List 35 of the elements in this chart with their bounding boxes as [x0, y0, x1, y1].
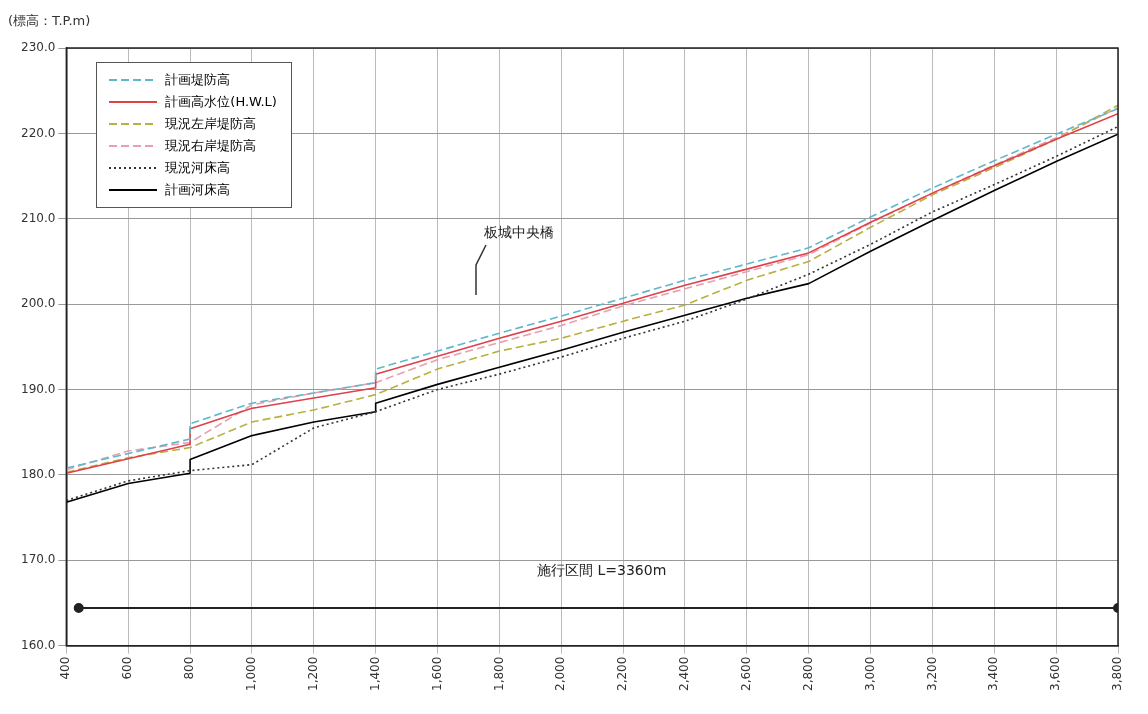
x-tick-label: 2,800: [800, 656, 815, 692]
legend-label: 現況左岸堤防高: [165, 115, 257, 133]
legend-label: 現況右岸堤防高: [165, 137, 257, 155]
legend-label: 計画高水位(H.W.L): [165, 93, 277, 111]
x-tick-label: 2,600: [738, 656, 753, 692]
x-tick-label: 3,800: [1110, 656, 1125, 692]
x-tick-label: 400: [58, 656, 73, 680]
x-tick-label: 1,200: [305, 656, 320, 692]
x-tick-label: 1,800: [491, 656, 506, 692]
y-tick-label: 210.0: [20, 210, 56, 225]
y-tick-label: 160.0: [20, 637, 56, 652]
x-tick-label: 2,200: [615, 656, 630, 692]
x-tick-label: 2,400: [677, 656, 692, 692]
legend-label: 現況河床高: [165, 159, 231, 177]
y-tick-label: 230.0: [20, 40, 56, 55]
y-tick-label: 190.0: [20, 381, 56, 396]
x-tick-label: 1,000: [244, 656, 259, 692]
x-tick-label: 2,000: [553, 656, 568, 692]
x-tick-label: 3,000: [862, 656, 877, 692]
x-tick-label: 1,400: [367, 656, 382, 692]
y-tick-label: 220.0: [20, 125, 56, 140]
y-tick-label: 180.0: [20, 467, 56, 482]
x-tick-label: 3,200: [924, 656, 939, 692]
x-tick-label: 1,600: [429, 656, 444, 692]
y-axis-title: (標高：T.P.m): [8, 12, 91, 30]
legend-label: 計画河床高: [165, 181, 231, 199]
annotation: 施行区間 L=3360m: [537, 561, 667, 578]
legend-label: 計画堤防高: [165, 71, 231, 89]
x-tick-label: 3,600: [1048, 656, 1063, 692]
annotation: 板城中央橋: [483, 223, 555, 240]
x-tick-label: 800: [182, 656, 197, 680]
y-tick-label: 170.0: [20, 552, 56, 567]
x-tick-label: 600: [120, 656, 135, 680]
x-tick-label: 3,400: [986, 656, 1001, 692]
y-tick-label: 200.0: [20, 296, 56, 311]
